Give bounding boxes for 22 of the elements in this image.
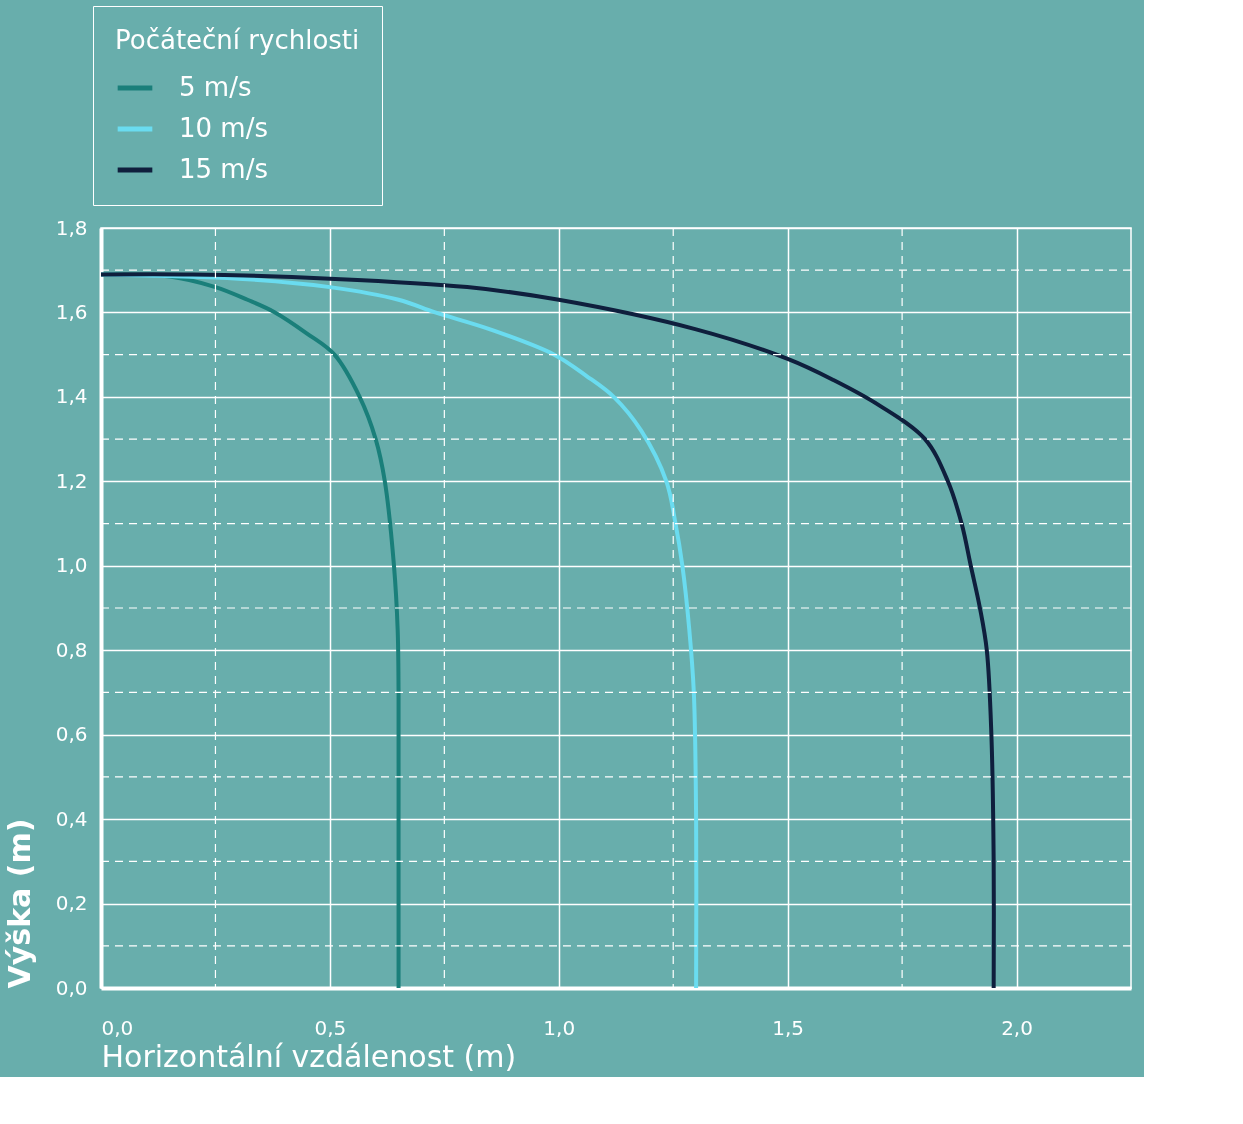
y-tick-label: 1,4 bbox=[55, 384, 88, 409]
x-tick-label: 2,0 bbox=[1001, 1015, 1033, 1040]
legend-title: Počáteční rychlosti bbox=[115, 25, 360, 55]
y-axis-title: Výška (m) bbox=[1, 818, 37, 989]
x-tick-label: 1,0 bbox=[543, 1015, 576, 1040]
y-tick-label: 0,2 bbox=[55, 891, 88, 916]
y-tick-label: 0,6 bbox=[55, 722, 88, 747]
x-tick-label: 0,0 bbox=[101, 1015, 134, 1040]
line-series bbox=[101, 272, 996, 988]
x-axis-title: Horizontální vzdálenost (m) bbox=[101, 1038, 517, 1074]
x-tick-label: 1,5 bbox=[772, 1015, 805, 1040]
legend-label: 15 m/s bbox=[179, 154, 268, 184]
y-tick-label: 0,8 bbox=[55, 637, 88, 662]
y-tick-label: 1,8 bbox=[55, 215, 88, 240]
y-tick-label: 0,0 bbox=[55, 975, 88, 1000]
y-tick-label: 1,0 bbox=[55, 553, 88, 578]
x-tick-label: 0,5 bbox=[314, 1015, 347, 1040]
y-tick-label: 0,4 bbox=[55, 806, 88, 831]
y-tick-label: 1,6 bbox=[55, 299, 88, 324]
y-tick-label: 1,2 bbox=[55, 468, 88, 493]
legend-label: 5 m/s bbox=[179, 72, 252, 102]
legend-label: 10 m/s bbox=[179, 113, 268, 143]
